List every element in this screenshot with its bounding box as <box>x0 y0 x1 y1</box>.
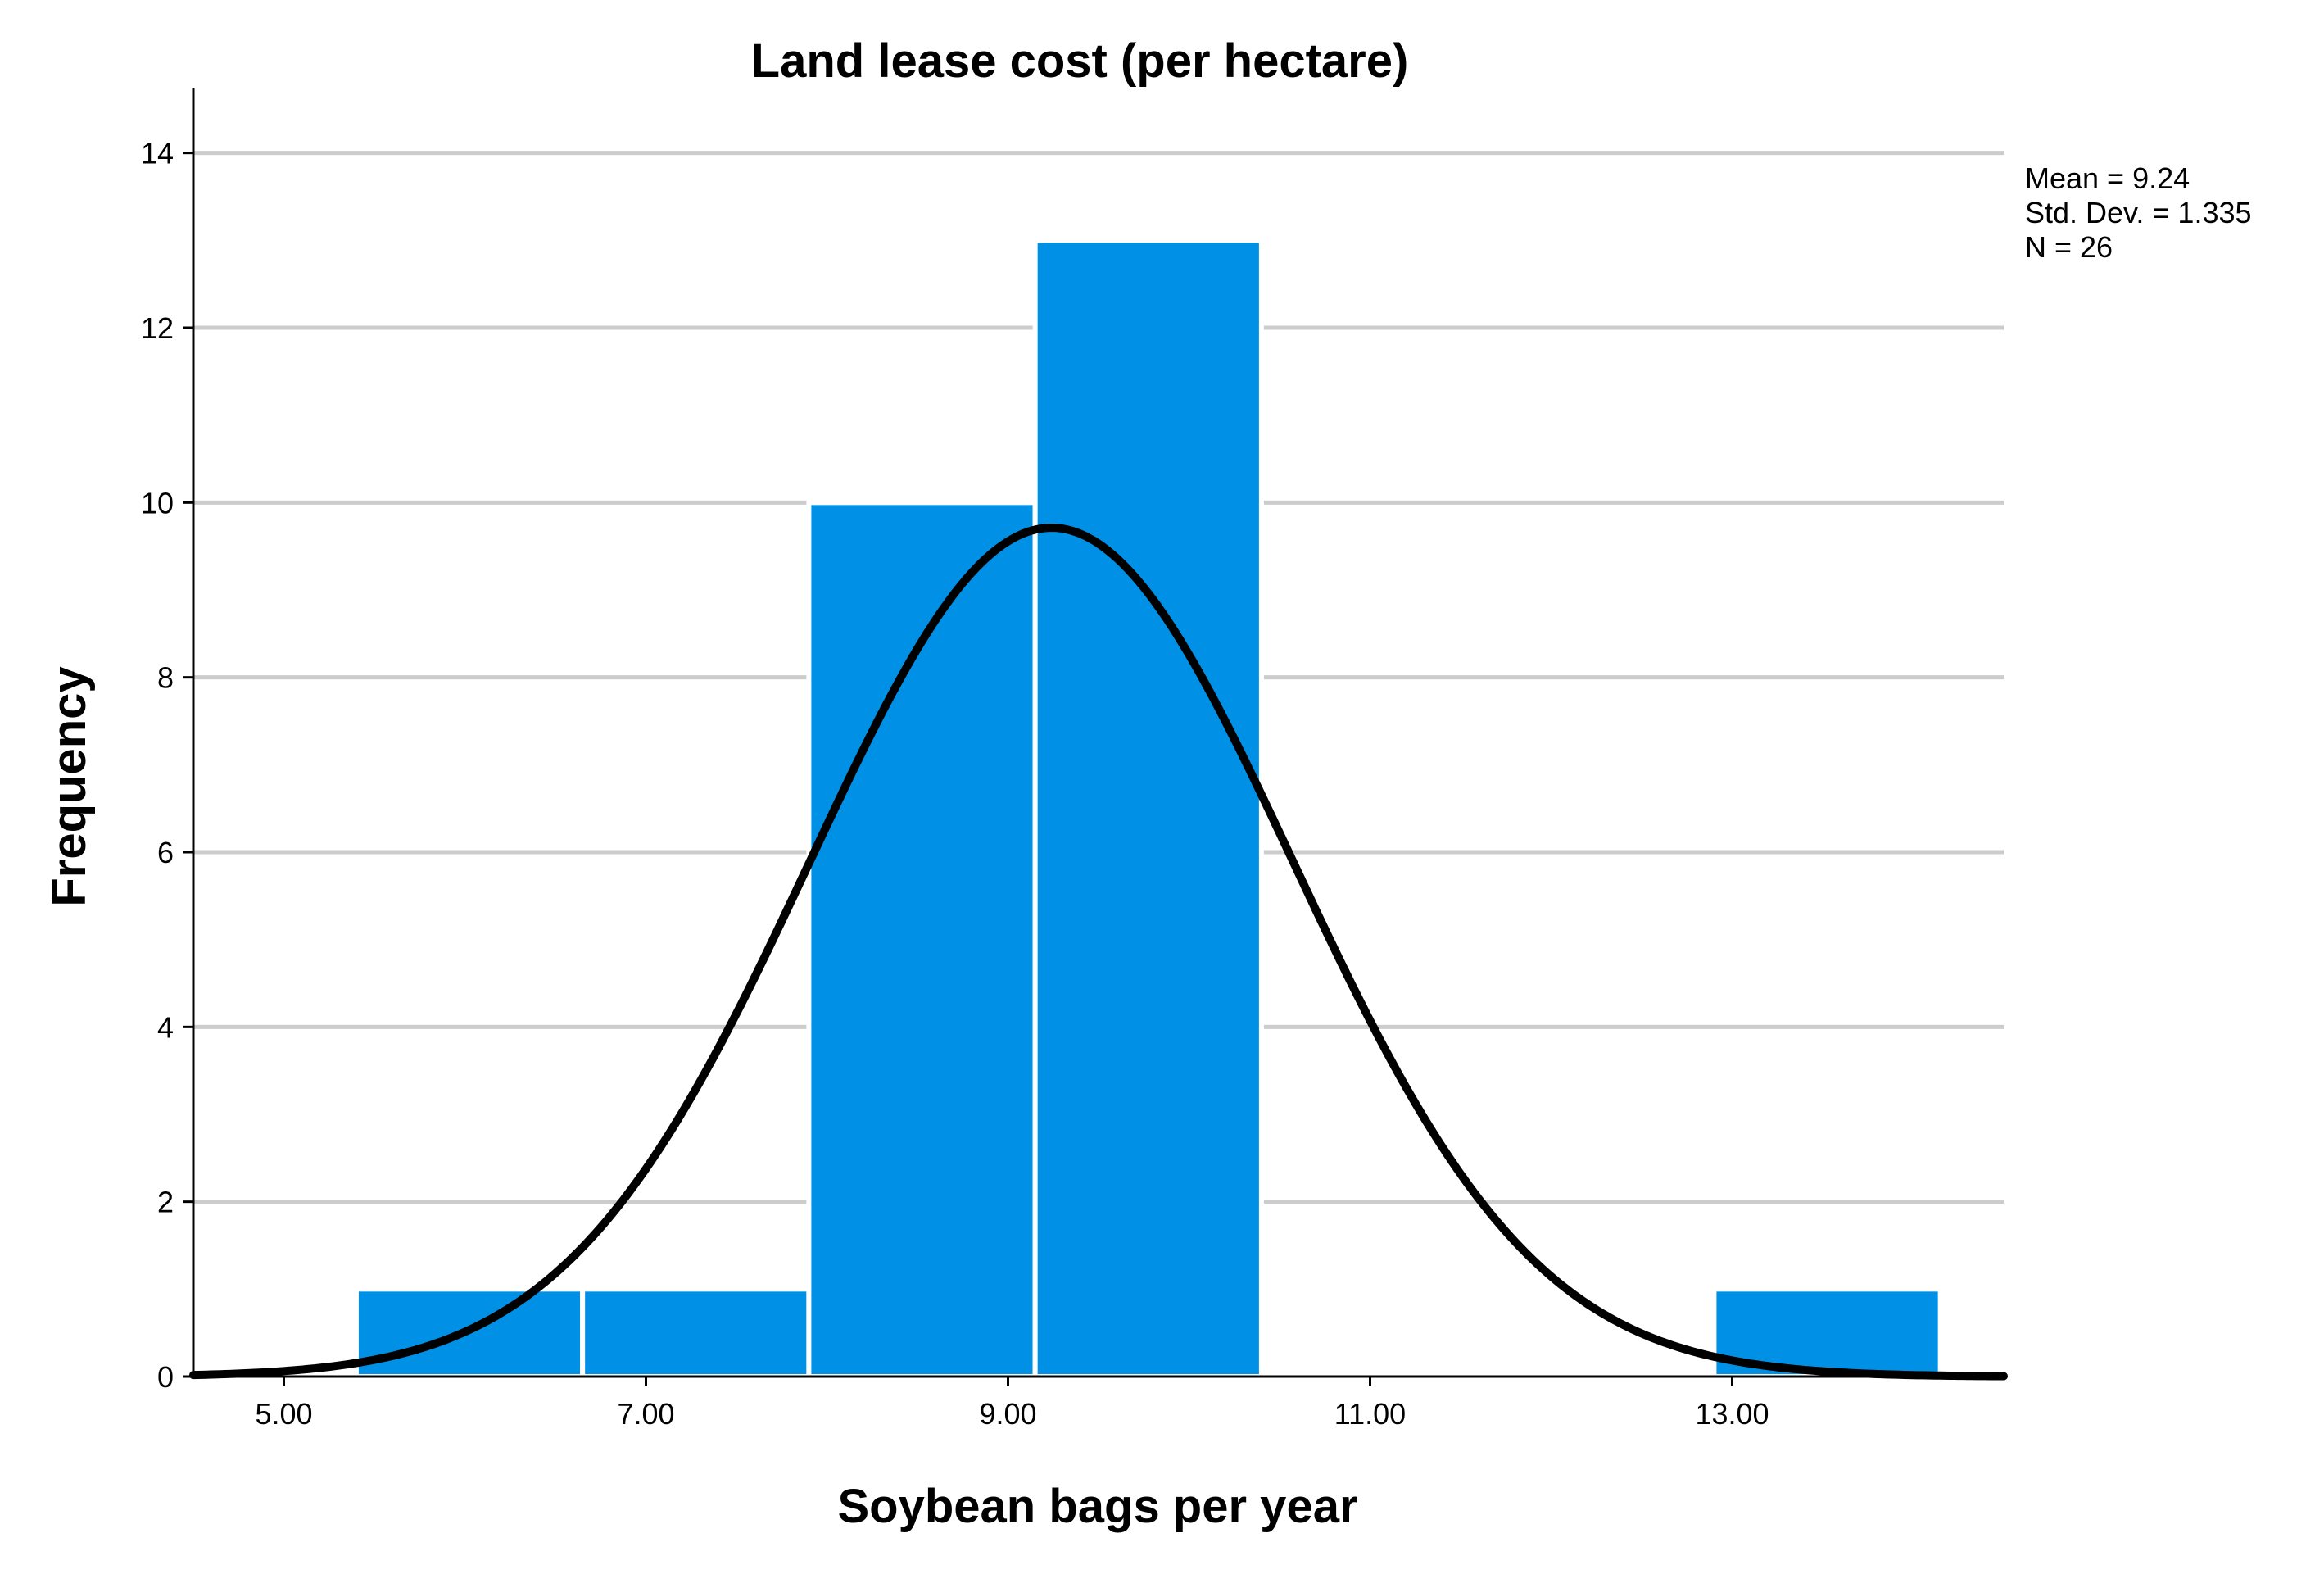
stats-std-dev: Std. Dev. = 1.335 <box>2025 196 2252 229</box>
x-tick-label-2: 7.00 <box>617 1397 674 1431</box>
x-tick-label-1: 5.00 <box>255 1397 312 1431</box>
y-tick-label-2: 2 <box>157 1186 174 1219</box>
x-tick-label-5: 13.00 <box>1695 1397 1769 1431</box>
axes <box>183 88 2004 1386</box>
x-tick-label-3: 9.00 <box>979 1397 1036 1431</box>
x-tick-label-4: 11.00 <box>1334 1397 1406 1431</box>
histogram-bars <box>353 238 1943 1380</box>
stats-n: N = 26 <box>2025 230 2113 264</box>
histogram-bar-2 <box>580 1286 812 1380</box>
y-tick-label-12: 12 <box>141 311 174 345</box>
y-tick-label-0: 0 <box>157 1360 174 1394</box>
histogram-bar-4 <box>1032 238 1264 1379</box>
tick-labels: 0 2 4 6 8 10 12 14 5.00 7.00 9.00 11.00 13.00 <box>141 137 1769 1431</box>
y-tick-label-8: 8 <box>157 661 174 695</box>
chart-title: Land lease cost (per hectare) <box>751 34 1409 88</box>
stats-box: Mean = 9.24 Std. Dev. = 1.335 N = 26 <box>2025 161 2252 264</box>
y-tick-label-6: 6 <box>157 836 174 869</box>
normal-curve <box>189 524 2008 1381</box>
y-tick-label-10: 10 <box>141 486 174 519</box>
y-tick-label-4: 4 <box>157 1010 174 1044</box>
y-axis-label: Frequency <box>43 666 96 906</box>
y-tick-label-14: 14 <box>141 137 174 170</box>
x-axis-label: Soybean bags per year <box>837 1480 1357 1533</box>
stats-mean: Mean = 9.24 <box>2025 161 2190 195</box>
normal-curve-layer <box>189 524 2008 1381</box>
